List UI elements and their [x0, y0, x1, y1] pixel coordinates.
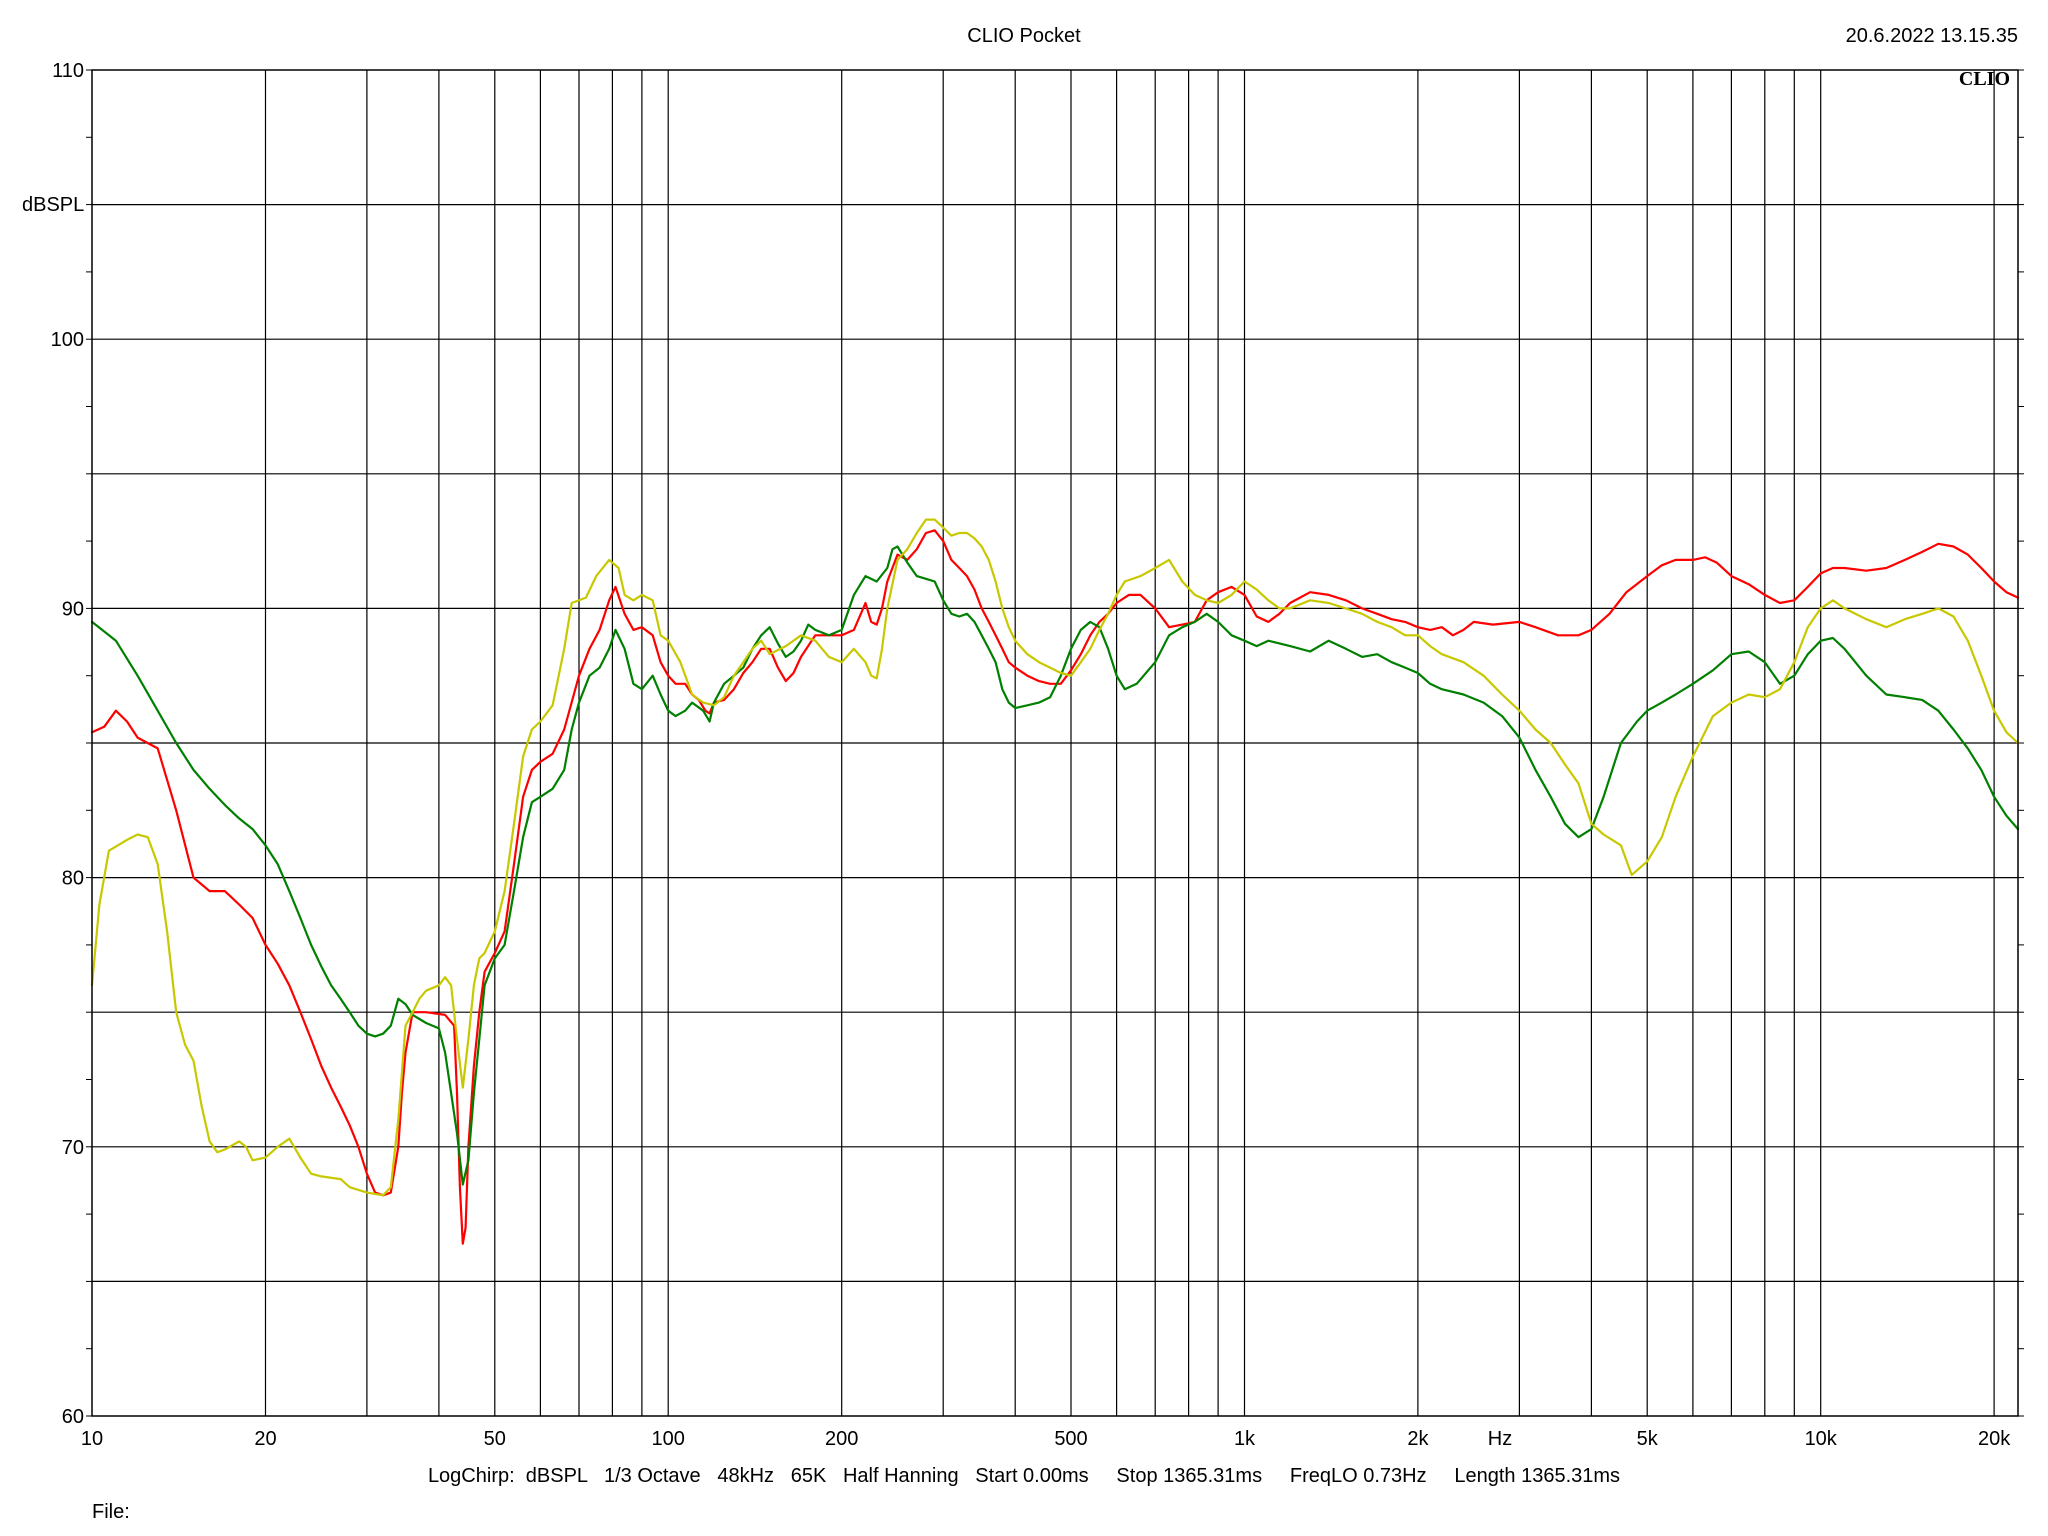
y-tick-label: 110 — [52, 60, 84, 82]
x-tick-label: 10 — [81, 1428, 103, 1450]
y-tick-label: 90 — [62, 598, 84, 620]
x-tick-label: 1k — [1234, 1428, 1256, 1450]
y-tick-label: 100 — [51, 329, 84, 351]
x-axis-label: Hz — [1488, 1428, 1512, 1450]
data-series — [90, 518, 2020, 1245]
series-line-3 — [90, 518, 2020, 1197]
chart-title: CLIO Pocket — [967, 25, 1081, 47]
x-tick-label: 100 — [652, 1428, 685, 1450]
timestamp: 20.6.2022 13.15.35 — [1846, 25, 2018, 47]
x-tick-label: 20k — [1978, 1428, 2011, 1450]
x-tick-label: 20 — [254, 1428, 276, 1450]
x-tick-label: 5k — [1637, 1428, 1659, 1450]
x-tick-label: 200 — [825, 1428, 858, 1450]
y-tick-label: 80 — [62, 868, 84, 890]
x-tick-label: 50 — [484, 1428, 506, 1450]
series-line-2 — [90, 545, 2020, 1186]
series-line-1 — [90, 529, 2020, 1245]
plot-frame — [91, 69, 2019, 1417]
x-tick-label: 2k — [1407, 1428, 1429, 1450]
measurement-settings: LogChirp: dBSPL 1/3 Octave 48kHz 65K Hal… — [428, 1465, 1620, 1487]
x-tick-label: 10k — [1805, 1428, 1838, 1450]
y-axis-label: dBSPL — [22, 194, 84, 216]
x-tick-label: 500 — [1054, 1428, 1087, 1450]
file-label: File: — [92, 1501, 130, 1523]
y-tick-label: 60 — [62, 1406, 84, 1428]
axis-ticks: 10 20 50 100 200 500 1k 2k 5k 10k 20k 60 70 80 90 100 11… — [51, 60, 2024, 1450]
clio-logo: CLIO — [1959, 68, 2010, 90]
plot-grid — [92, 70, 2018, 1416]
y-tick-label: 70 — [62, 1137, 84, 1159]
